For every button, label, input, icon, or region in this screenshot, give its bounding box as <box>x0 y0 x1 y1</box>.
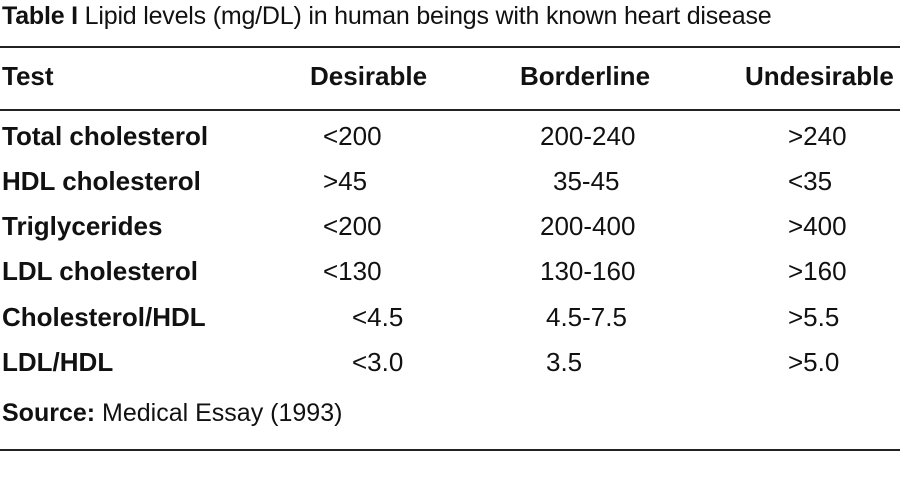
column-header-undesirable: Undesirable <box>745 61 894 91</box>
row-desirable-hdl-cholesterol: >45 <box>323 166 368 196</box>
row-desirable-ldl-hdl: <3.0 <box>352 347 404 377</box>
row-desirable-total-cholesterol: <200 <box>323 121 382 151</box>
row-undesirable-total-cholesterol: >240 <box>788 121 847 151</box>
table-source-note: Source: Medical Essay (1993) <box>2 399 342 428</box>
row-borderline-triglycerides: 200-400 <box>540 211 636 241</box>
source-text: Medical Essay (1993) <box>95 399 343 427</box>
table-caption: Table I Lipid levels (mg/DL) in human be… <box>2 2 772 31</box>
row-undesirable-hdl-cholesterol: <35 <box>788 166 833 196</box>
row-test-hdl-cholesterol: HDL cholesterol <box>2 166 201 196</box>
row-test-triglycerides: Triglycerides <box>2 211 163 241</box>
row-desirable-triglycerides: <200 <box>323 211 382 241</box>
row-undesirable-triglycerides: >400 <box>788 211 847 241</box>
row-test-cholesterol-hdl: Cholesterol/HDL <box>2 302 206 332</box>
header-rule <box>0 109 900 111</box>
column-header-desirable: Desirable <box>310 61 428 91</box>
row-borderline-ldl-hdl: 3.5 <box>546 347 583 377</box>
row-desirable-cholesterol-hdl: <4.5 <box>352 302 404 332</box>
row-borderline-ldl-cholesterol: 130-160 <box>540 256 636 286</box>
row-borderline-total-cholesterol: 200-240 <box>540 121 636 151</box>
bottom-rule <box>0 449 900 451</box>
top-rule <box>0 46 900 48</box>
row-undesirable-cholesterol-hdl: >5.5 <box>788 302 840 332</box>
row-test-ldl-hdl: LDL/HDL <box>2 347 114 377</box>
row-borderline-cholesterol-hdl: 4.5-7.5 <box>546 302 627 332</box>
row-borderline-hdl-cholesterol: 35-45 <box>553 166 620 196</box>
row-desirable-ldl-cholesterol: <130 <box>323 256 382 286</box>
row-undesirable-ldl-cholesterol: >160 <box>788 256 847 286</box>
row-test-total-cholesterol: Total cholesterol <box>2 121 209 151</box>
source-label: Source: <box>2 399 96 427</box>
column-header-borderline: Borderline <box>520 61 651 91</box>
row-test-ldl-cholesterol: LDL cholesterol <box>2 256 199 286</box>
column-header-test: Test <box>2 61 54 91</box>
row-undesirable-ldl-hdl: >5.0 <box>788 347 840 377</box>
table-caption-label: Table I <box>2 2 78 30</box>
table-caption-text: Lipid levels (mg/DL) in human beings wit… <box>77 2 772 30</box>
